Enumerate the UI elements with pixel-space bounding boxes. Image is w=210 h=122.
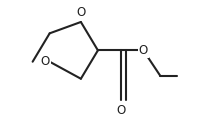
Text: O: O xyxy=(139,44,148,57)
Text: O: O xyxy=(76,6,85,19)
Text: O: O xyxy=(116,104,125,117)
Text: O: O xyxy=(40,55,50,68)
